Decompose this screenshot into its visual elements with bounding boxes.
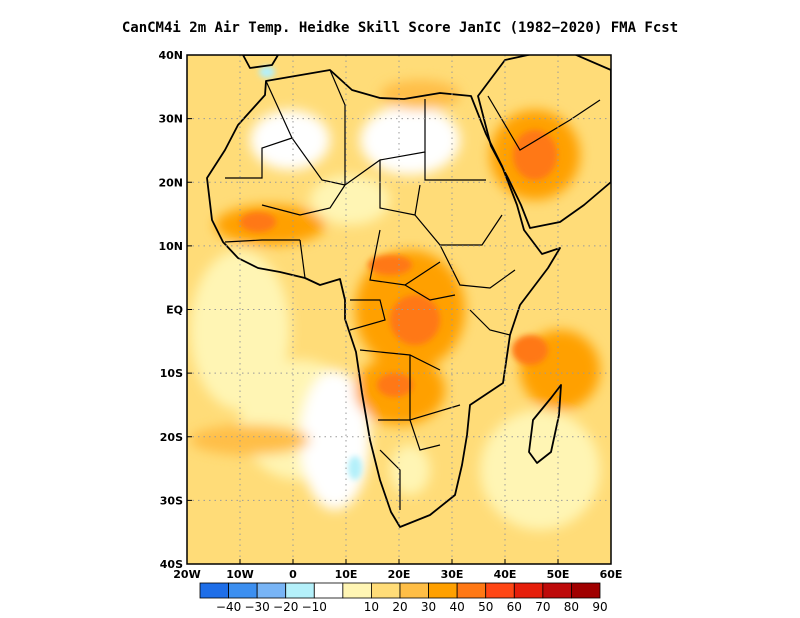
colorbar-label: 10: [364, 600, 379, 614]
lon-tick-label: 10W: [226, 568, 253, 581]
lon-tick-label: 0: [289, 568, 297, 581]
field-hot-sudan: [368, 255, 412, 275]
lat-tick-label: 20S: [160, 431, 183, 444]
colorbar-swatch: [313, 582, 344, 599]
field-hot-congo: [390, 295, 440, 345]
field-hot-eastafrica: [512, 335, 548, 365]
madagascar-coastline: [528, 384, 562, 464]
field-white-egypt: [360, 105, 460, 175]
colorbar-label: −40: [216, 600, 241, 614]
colorbar-swatch: [371, 582, 401, 599]
lat-tick-label: 30S: [160, 494, 183, 507]
lat-tick-label: 40S: [160, 558, 183, 571]
lon-tick-label: 60E: [600, 568, 623, 581]
field-hot-angola: [377, 373, 413, 397]
colorbar-swatch: [456, 582, 487, 599]
grid-lines: [187, 55, 611, 564]
field-white-sahara: [250, 110, 330, 170]
colorbar-swatch: [485, 582, 515, 599]
chart-title: CanCM4i 2m Air Temp. Heidke Skill Score …: [121, 20, 679, 36]
colorbar-label: 50: [478, 600, 493, 614]
colorbar-label: 90: [592, 600, 607, 614]
colorbar-swatch: [513, 582, 544, 599]
field-cool-morocco: [259, 66, 275, 78]
lon-tick-label: 50E: [547, 568, 570, 581]
colorbar-label: 30: [421, 600, 436, 614]
colorbar-swatch: [428, 582, 458, 599]
lat-tick-label: 10S: [160, 367, 183, 380]
field-warm-northafrica: [380, 80, 460, 110]
lon-tick-label: 40E: [494, 568, 517, 581]
lon-tick-label: 10E: [335, 568, 358, 581]
colorbar-swatch: [285, 582, 315, 599]
lat-tick-label: 30N: [158, 113, 183, 126]
colorbar-label: −20: [273, 600, 298, 614]
field-white-kalahari: [390, 445, 430, 495]
colorbar-swatch: [342, 582, 372, 599]
field-white-sahel: [310, 175, 390, 225]
lat-tick-label: 40N: [158, 49, 183, 62]
colorbar-label: −10: [302, 600, 327, 614]
colorbar-label: −30: [244, 600, 269, 614]
africa-coastline: [206, 69, 561, 528]
colorbar-label: 40: [450, 600, 465, 614]
iberia-coastline: [242, 55, 279, 69]
colorbar: −40 −30 −20 −10 10 20 30 40 50 60 70 80 90: [199, 582, 608, 614]
colorbar-label: 20: [392, 600, 407, 614]
colorbar-swatch: [399, 582, 429, 599]
arabia-coastline: [477, 55, 611, 229]
lon-tick-label: 20W: [173, 568, 200, 581]
colorbar-label: 60: [507, 600, 522, 614]
field-warm-saofrica: [190, 425, 310, 455]
colorbar-swatch: [571, 582, 601, 599]
lat-tick-label: 20N: [158, 176, 183, 189]
field-hot-westafrica: [240, 212, 276, 232]
lon-tick-label: 30E: [441, 568, 464, 581]
colorbar-label: 70: [535, 600, 550, 614]
field-hot-arabia: [513, 130, 557, 180]
colorbar-swatch: [199, 582, 229, 599]
colorbar-swatch: [256, 582, 287, 599]
field-cool-namibia: [348, 456, 362, 480]
coastlines: [206, 55, 611, 528]
lat-tick-label: EQ: [166, 304, 183, 317]
field-light-indian: [480, 410, 600, 530]
lat-tick-label: 10N: [158, 240, 183, 253]
colorbar-swatch: [542, 582, 572, 599]
colorbar-label: 80: [564, 600, 579, 614]
country-borders: [224, 69, 601, 510]
colorbar-swatch: [228, 582, 258, 599]
lon-tick-label: 20E: [388, 568, 411, 581]
